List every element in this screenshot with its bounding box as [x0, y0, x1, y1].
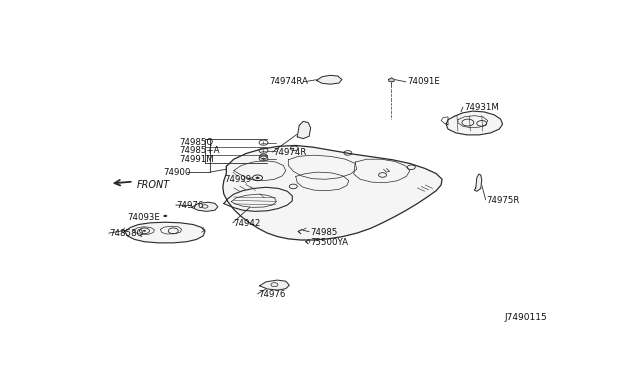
Text: 74974RA: 74974RA — [269, 77, 308, 86]
Text: 74942: 74942 — [234, 219, 261, 228]
Text: 74091E: 74091E — [408, 77, 440, 86]
Text: 74900: 74900 — [163, 168, 191, 177]
Text: 74985Q: 74985Q — [179, 138, 213, 147]
Text: 74985+A: 74985+A — [179, 146, 220, 155]
Circle shape — [255, 177, 260, 179]
Polygon shape — [297, 121, 310, 139]
Text: 74976: 74976 — [259, 290, 286, 299]
Text: 74974R: 74974R — [273, 148, 307, 157]
Text: J7490115: J7490115 — [504, 313, 547, 322]
Circle shape — [163, 215, 167, 217]
Polygon shape — [474, 174, 482, 191]
Text: 74999: 74999 — [224, 175, 251, 184]
Polygon shape — [223, 145, 442, 240]
Text: FRONT: FRONT — [137, 180, 170, 190]
Text: 74991M: 74991M — [179, 155, 214, 164]
Text: 75500YA: 75500YA — [310, 238, 349, 247]
Polygon shape — [388, 78, 394, 82]
Polygon shape — [446, 111, 502, 135]
Circle shape — [143, 230, 146, 232]
Text: 74931M: 74931M — [465, 103, 499, 112]
Polygon shape — [191, 202, 218, 211]
Polygon shape — [125, 222, 205, 243]
Text: 74858Q: 74858Q — [110, 229, 144, 238]
Polygon shape — [317, 75, 342, 84]
Polygon shape — [260, 280, 289, 290]
Text: 74093E: 74093E — [127, 214, 160, 222]
Text: 74985: 74985 — [310, 228, 338, 237]
Text: 74975R: 74975R — [486, 196, 520, 205]
Polygon shape — [224, 187, 292, 211]
Text: 74976: 74976 — [177, 201, 204, 209]
